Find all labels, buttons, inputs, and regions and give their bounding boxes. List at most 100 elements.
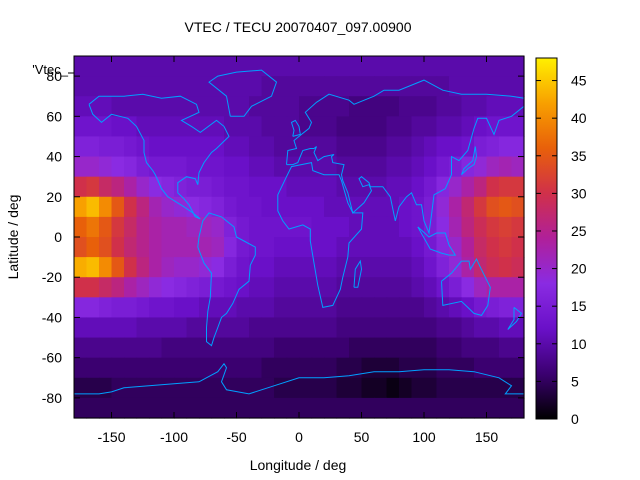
- heatmap-cell: [436, 56, 450, 77]
- heatmap-cell: [74, 136, 88, 158]
- y-tick-label: -40: [42, 309, 62, 325]
- heatmap-cell: [399, 136, 413, 158]
- heatmap-cell: [474, 237, 488, 258]
- heatmap-cell: [424, 156, 438, 178]
- heatmap-cell: [274, 56, 288, 77]
- heatmap-cell: [499, 196, 513, 218]
- heatmap-cell: [136, 56, 150, 77]
- heatmap-cell: [186, 257, 200, 278]
- heatmap-cell: [449, 277, 463, 298]
- heatmap-cell: [286, 237, 300, 258]
- heatmap-cell: [249, 76, 263, 97]
- heatmap-cell: [149, 297, 163, 319]
- heatmap-cell: [361, 297, 375, 319]
- colorbar-tick-label: 15: [571, 298, 587, 314]
- heatmap-cell: [511, 277, 525, 298]
- heatmap-cell: [261, 116, 275, 138]
- heatmap-cell: [86, 156, 100, 178]
- heatmap-cell: [236, 156, 250, 178]
- heatmap-cell: [136, 176, 150, 198]
- heatmap-cell: [336, 96, 350, 117]
- heatmap-cell: [311, 377, 325, 399]
- heatmap-cell: [486, 257, 500, 278]
- coastline-africa: [277, 162, 364, 308]
- heatmap-cell: [124, 297, 138, 319]
- heatmap-cell: [74, 257, 88, 278]
- heatmap-cell: [274, 216, 288, 238]
- heatmap-cell: [374, 216, 388, 238]
- heatmap-cell: [436, 96, 450, 117]
- heatmap-cell: [386, 216, 400, 238]
- heatmap-cell: [399, 317, 413, 339]
- heatmap-cell: [199, 136, 213, 158]
- heatmap-cell: [424, 377, 438, 399]
- heatmap-cell: [499, 76, 513, 97]
- coastline-greenland: [208, 69, 278, 117]
- heatmap-cell: [149, 257, 163, 278]
- heatmap-cell: [161, 297, 175, 319]
- y-tick-label: 80: [46, 68, 62, 84]
- heatmap-cell: [424, 237, 438, 258]
- heatmap-cell: [261, 297, 275, 319]
- heatmap-cell: [136, 116, 150, 138]
- heatmap-cell: [499, 357, 513, 379]
- heatmap-cell: [174, 176, 188, 198]
- heatmap-cell: [386, 297, 400, 319]
- heatmap-cell: [511, 397, 525, 419]
- heatmap-cell: [99, 96, 113, 117]
- heatmap-cell: [136, 357, 150, 379]
- heatmap-cell: [111, 377, 125, 399]
- heatmap-cell: [511, 76, 525, 97]
- heatmap-cell: [499, 337, 513, 359]
- heatmap-cell: [424, 196, 438, 218]
- heatmap-cell: [411, 317, 425, 339]
- x-tick-label: 50: [354, 429, 370, 445]
- heatmap-cell: [111, 397, 125, 419]
- heatmap-cell: [249, 216, 263, 238]
- heatmap-cell: [199, 257, 213, 278]
- heatmap-cell: [199, 116, 213, 138]
- heatmap-cell: [399, 357, 413, 379]
- heatmap-cell: [124, 196, 138, 218]
- heatmap-cell: [249, 96, 263, 117]
- heatmap-cell: [486, 76, 500, 97]
- heatmap-cell: [461, 216, 475, 238]
- heatmap-cell: [374, 337, 388, 359]
- heatmap-cell: [111, 176, 125, 198]
- heatmap-cell: [211, 377, 225, 399]
- heatmap-cell: [149, 277, 163, 298]
- heatmap-cell: [449, 216, 463, 238]
- heatmap-cell: [211, 337, 225, 359]
- heatmap-cell: [111, 317, 125, 339]
- heatmap-cell: [86, 76, 100, 97]
- heatmap-cell: [474, 216, 488, 238]
- heatmap-cell: [261, 317, 275, 339]
- heatmap-cell: [124, 116, 138, 138]
- heatmap-cell: [436, 216, 450, 238]
- heatmap-cell: [486, 136, 500, 158]
- heatmap-cell: [186, 317, 200, 339]
- colorbar-tick-label: 0: [571, 411, 579, 427]
- heatmap-cell: [124, 176, 138, 198]
- heatmap-cell: [399, 257, 413, 278]
- colorbar-tick-label: 35: [571, 148, 587, 164]
- heatmap-cell: [449, 76, 463, 97]
- heatmap-cell: [186, 156, 200, 178]
- coastline-eurasia: [286, 79, 525, 235]
- heatmap-cell: [324, 216, 338, 238]
- x-tick-label: 150: [475, 429, 499, 445]
- heatmap-cell: [186, 377, 200, 399]
- heatmap-cell: [186, 116, 200, 138]
- heatmap-cell: [361, 156, 375, 178]
- heatmap-cell: [474, 377, 488, 399]
- heatmap-cell: [424, 176, 438, 198]
- heatmap-cell: [361, 196, 375, 218]
- x-tick-label: 0: [295, 429, 303, 445]
- heatmap-cell: [499, 297, 513, 319]
- heatmap-cell: [74, 317, 88, 339]
- heatmap-cell: [274, 397, 288, 419]
- heatmap-cell: [349, 237, 363, 258]
- heatmap-cell: [286, 216, 300, 238]
- heatmap-cell: [261, 56, 275, 77]
- heatmap-cell: [449, 397, 463, 419]
